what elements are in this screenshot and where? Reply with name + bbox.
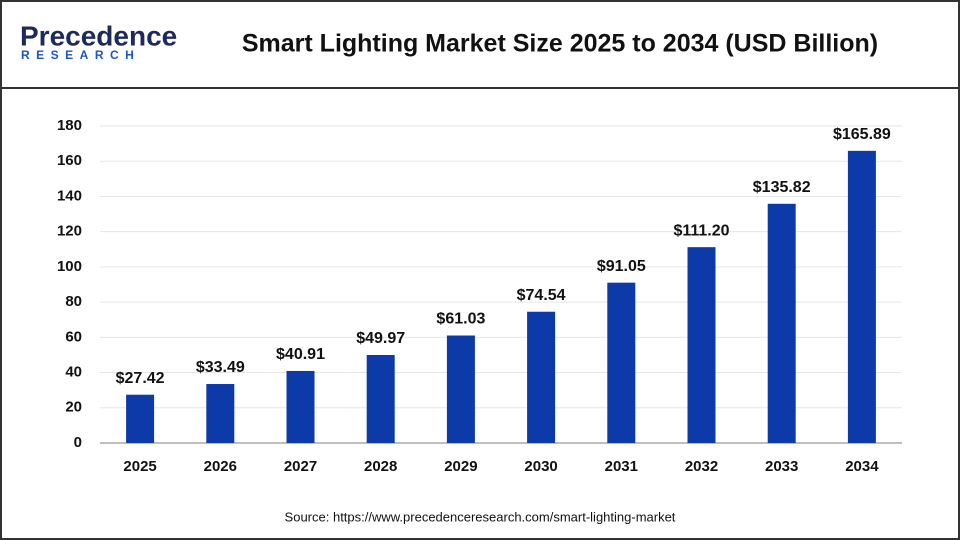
- y-tick-label: 180: [57, 117, 82, 134]
- x-tick-label: 2032: [685, 458, 718, 475]
- logo-name: Precedence: [20, 20, 177, 51]
- y-tick-label: 40: [65, 364, 82, 381]
- x-tick-label: 2025: [123, 458, 156, 475]
- chart-title: Smart Lighting Market Size 2025 to 2034 …: [242, 30, 878, 58]
- y-tick-label: 140: [57, 187, 82, 204]
- value-label: $135.82: [753, 179, 811, 196]
- y-tick-label: 0: [74, 434, 82, 451]
- x-tick-label: 2028: [364, 458, 397, 475]
- bar: [286, 370, 315, 443]
- value-label: $61.03: [436, 311, 485, 328]
- bar: [446, 335, 475, 443]
- y-tick-label: 120: [57, 223, 82, 240]
- value-label: $40.91: [276, 346, 325, 363]
- source: Source: https://www.precedenceresearch.c…: [285, 509, 676, 524]
- x-tick-label: 2033: [765, 458, 798, 475]
- bar: [607, 282, 636, 443]
- y-tick-label: 60: [65, 328, 82, 345]
- y-tick-label: 80: [65, 293, 82, 310]
- bar: [767, 203, 796, 443]
- bar: [366, 354, 395, 443]
- value-label: $165.89: [833, 126, 891, 143]
- x-tick-label: 2034: [845, 458, 879, 475]
- x-tick-label: 2029: [444, 458, 477, 475]
- value-label: $91.05: [597, 258, 646, 275]
- y-tick-label: 160: [57, 152, 82, 169]
- x-tick-label: 2030: [524, 458, 557, 475]
- bar: [847, 150, 876, 443]
- x-tick-label: 2031: [605, 458, 638, 475]
- value-label: $49.97: [356, 330, 405, 347]
- x-tick-label: 2026: [204, 458, 237, 475]
- value-label: $111.20: [673, 222, 729, 239]
- y-tick-label: 100: [57, 258, 82, 275]
- logo-tagline: RESEARCH: [21, 48, 140, 62]
- bar: [126, 394, 155, 443]
- value-label: $74.54: [517, 287, 566, 304]
- y-tick-label: 20: [65, 399, 82, 416]
- value-label: $27.42: [116, 370, 165, 387]
- value-label: $33.49: [196, 359, 245, 376]
- bar: [206, 384, 235, 443]
- bar: [527, 311, 556, 443]
- x-tick-label: 2027: [284, 458, 317, 475]
- bar: [687, 247, 716, 443]
